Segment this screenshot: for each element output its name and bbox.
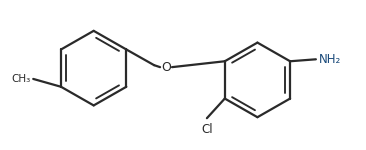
Text: CH₃: CH₃ xyxy=(11,74,30,84)
Text: O: O xyxy=(161,61,171,74)
Text: Cl: Cl xyxy=(201,123,213,136)
Text: NH₂: NH₂ xyxy=(319,53,341,66)
